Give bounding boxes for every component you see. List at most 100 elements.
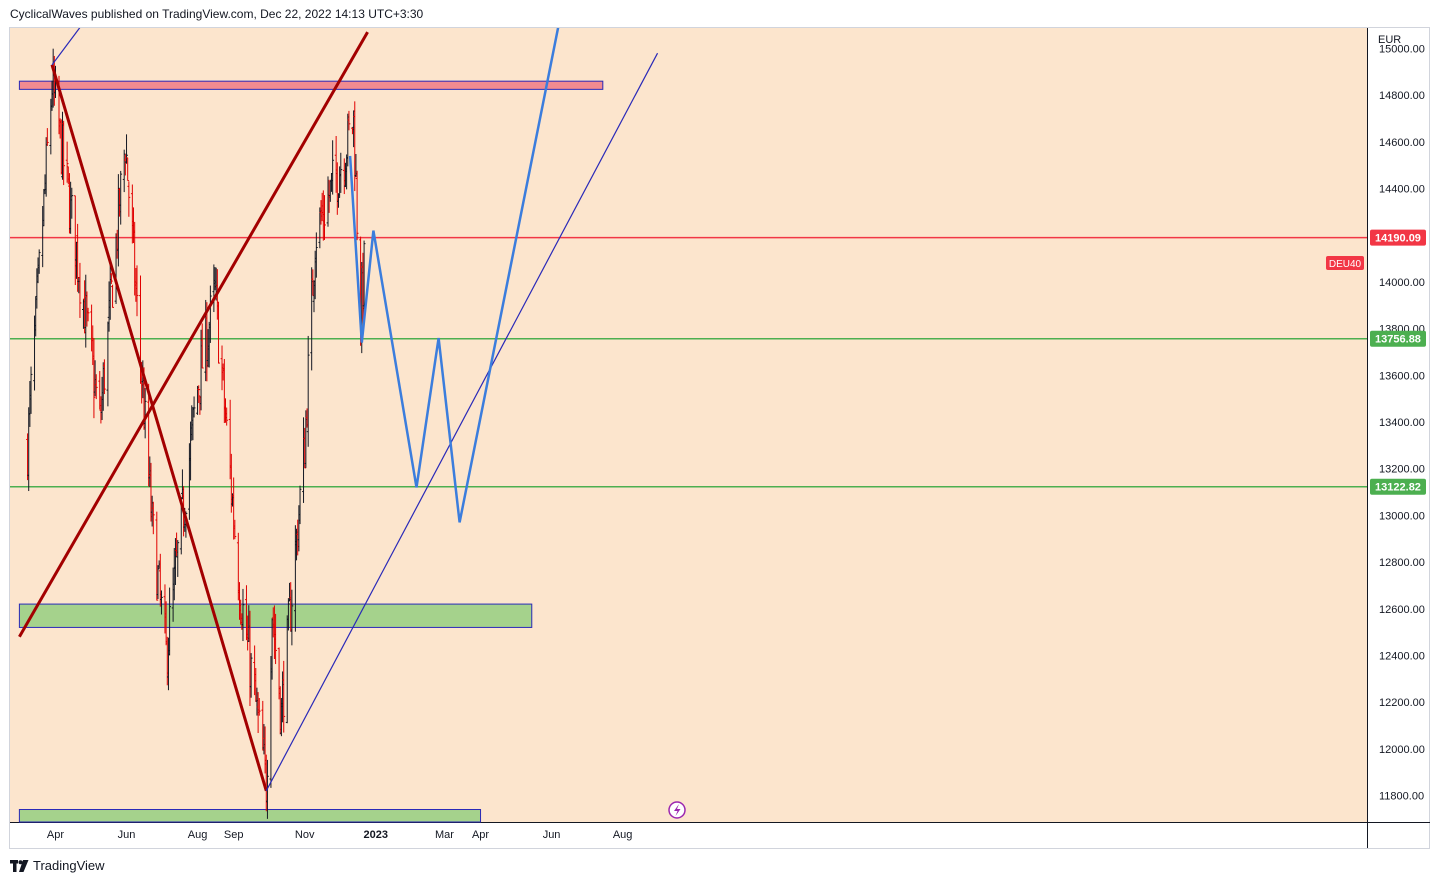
candle-8 xyxy=(37,249,41,274)
candle-168 xyxy=(298,485,302,525)
candle-105 xyxy=(197,385,201,404)
y-tick-label: 13400.00 xyxy=(1379,417,1425,429)
tradingview-brand[interactable]: TradingView xyxy=(10,858,105,873)
projection-layer xyxy=(348,28,560,523)
descending-trendline xyxy=(50,64,268,792)
candle-41 xyxy=(92,338,96,419)
y-tick-label: 12400.00 xyxy=(1379,650,1425,662)
plot-background xyxy=(10,28,1367,822)
price-tag-0: 14190.09 xyxy=(1375,233,1421,245)
candle-103 xyxy=(192,396,196,418)
candle-52 xyxy=(109,273,113,284)
candle-178 xyxy=(314,232,318,278)
candle-123 xyxy=(225,407,229,426)
candle-28 xyxy=(70,187,74,219)
candle-13 xyxy=(45,128,49,146)
candle-203 xyxy=(355,170,359,241)
candle-143 xyxy=(257,697,261,716)
x-tick-label: Apr xyxy=(47,829,64,841)
candle-113 xyxy=(208,285,212,343)
chart-frame xyxy=(9,27,1430,849)
candle-58 xyxy=(119,170,123,225)
candle-128 xyxy=(233,519,237,540)
candle-83 xyxy=(160,590,163,615)
resistance-zone xyxy=(18,80,604,90)
currency-label: EUR xyxy=(1378,34,1401,46)
x-tick-label: Jun xyxy=(118,829,136,841)
candle-38 xyxy=(86,307,90,322)
levels-layer xyxy=(10,236,1367,488)
candle-193 xyxy=(339,152,343,193)
candle-163 xyxy=(290,589,294,646)
price-tag-bg-1 xyxy=(1370,330,1426,347)
candle-158 xyxy=(282,660,286,733)
candles-layer xyxy=(26,48,366,819)
candle-80 xyxy=(156,565,160,599)
candle-118 xyxy=(217,301,220,364)
x-tick-label: Aug xyxy=(188,829,208,841)
candle-3 xyxy=(29,366,33,414)
y-tick-label: 12200.00 xyxy=(1379,697,1425,709)
candle-138 xyxy=(249,653,253,698)
candle-79 xyxy=(155,511,159,601)
x-tick-label: Jun xyxy=(543,829,561,841)
candle-23 xyxy=(62,120,66,186)
publisher-line: CyclicalWaves published on TradingView.c… xyxy=(10,7,424,21)
trendlines-layer xyxy=(18,28,659,792)
candle-43 xyxy=(94,374,98,400)
candle-62 xyxy=(126,157,130,182)
candle-183 xyxy=(323,195,326,240)
candle-59 xyxy=(122,149,126,193)
lightning-event-icon[interactable] xyxy=(668,801,686,819)
candle-24 xyxy=(65,141,69,183)
price-tag-1: 13756.88 xyxy=(1375,334,1421,346)
y-tick-label: 12000.00 xyxy=(1379,744,1425,756)
y-tick-label: 14000.00 xyxy=(1379,277,1425,289)
price-tag-2: 13122.82 xyxy=(1375,482,1421,494)
price-tag-bg-2 xyxy=(1370,478,1426,495)
y-tick-label: 13200.00 xyxy=(1379,464,1425,476)
candle-153 xyxy=(274,613,277,665)
x-tick-label: Mar xyxy=(435,829,454,841)
x-tick-label: Aug xyxy=(613,829,633,841)
projection-path xyxy=(348,28,560,523)
candle-63 xyxy=(127,181,131,217)
tradingview-logo-icon xyxy=(10,859,29,872)
price-tag-bg-0 xyxy=(1370,229,1426,246)
support-trendline xyxy=(265,52,659,792)
candle-170 xyxy=(303,427,307,469)
candle-68 xyxy=(135,265,139,317)
bottom-zone xyxy=(18,809,482,823)
candle-133 xyxy=(241,588,245,642)
candle-108 xyxy=(200,323,204,369)
x-tick-label: Apr xyxy=(472,829,489,841)
ascending-channel-line xyxy=(18,31,369,638)
candle-61 xyxy=(125,134,128,164)
candle-160 xyxy=(286,598,290,631)
y-tick-label: 14600.00 xyxy=(1379,137,1425,149)
candle-91 xyxy=(174,538,177,586)
y-tick-label: 11800.00 xyxy=(1379,791,1424,803)
candle-33 xyxy=(78,262,82,318)
candle-48 xyxy=(103,359,106,395)
candle-188 xyxy=(331,140,335,195)
candle-78 xyxy=(151,501,155,535)
candle-53 xyxy=(111,284,114,308)
x-tick-label: Nov xyxy=(295,829,315,841)
y-tick-label: 12600.00 xyxy=(1379,604,1425,616)
symbol-tag-bg xyxy=(1326,256,1364,270)
symbol-tag: DEU40 xyxy=(1329,259,1362,270)
price-axis[interactable]: EUR 11800.00 12000.00 12200.00 12400.00 1260… xyxy=(1378,34,1425,803)
brand-name: TradingView xyxy=(33,858,105,873)
y-tick-label: 15000.00 xyxy=(1379,44,1425,56)
y-tick-label: 13000.00 xyxy=(1379,510,1425,522)
price-tags-layer: DEU40 14190.09 13756.88 13122.82 xyxy=(1326,229,1426,495)
candle-88 xyxy=(168,587,172,656)
time-axis[interactable]: Apr Jun Aug Sep Nov 2023 Mar Apr Jun Aug xyxy=(47,829,632,841)
candle-207 xyxy=(362,240,366,314)
upper-trendline xyxy=(51,28,81,66)
candle-198 xyxy=(347,110,351,131)
y-tick-label: 14400.00 xyxy=(1379,184,1425,196)
x-tick-label: 2023 xyxy=(363,829,387,841)
